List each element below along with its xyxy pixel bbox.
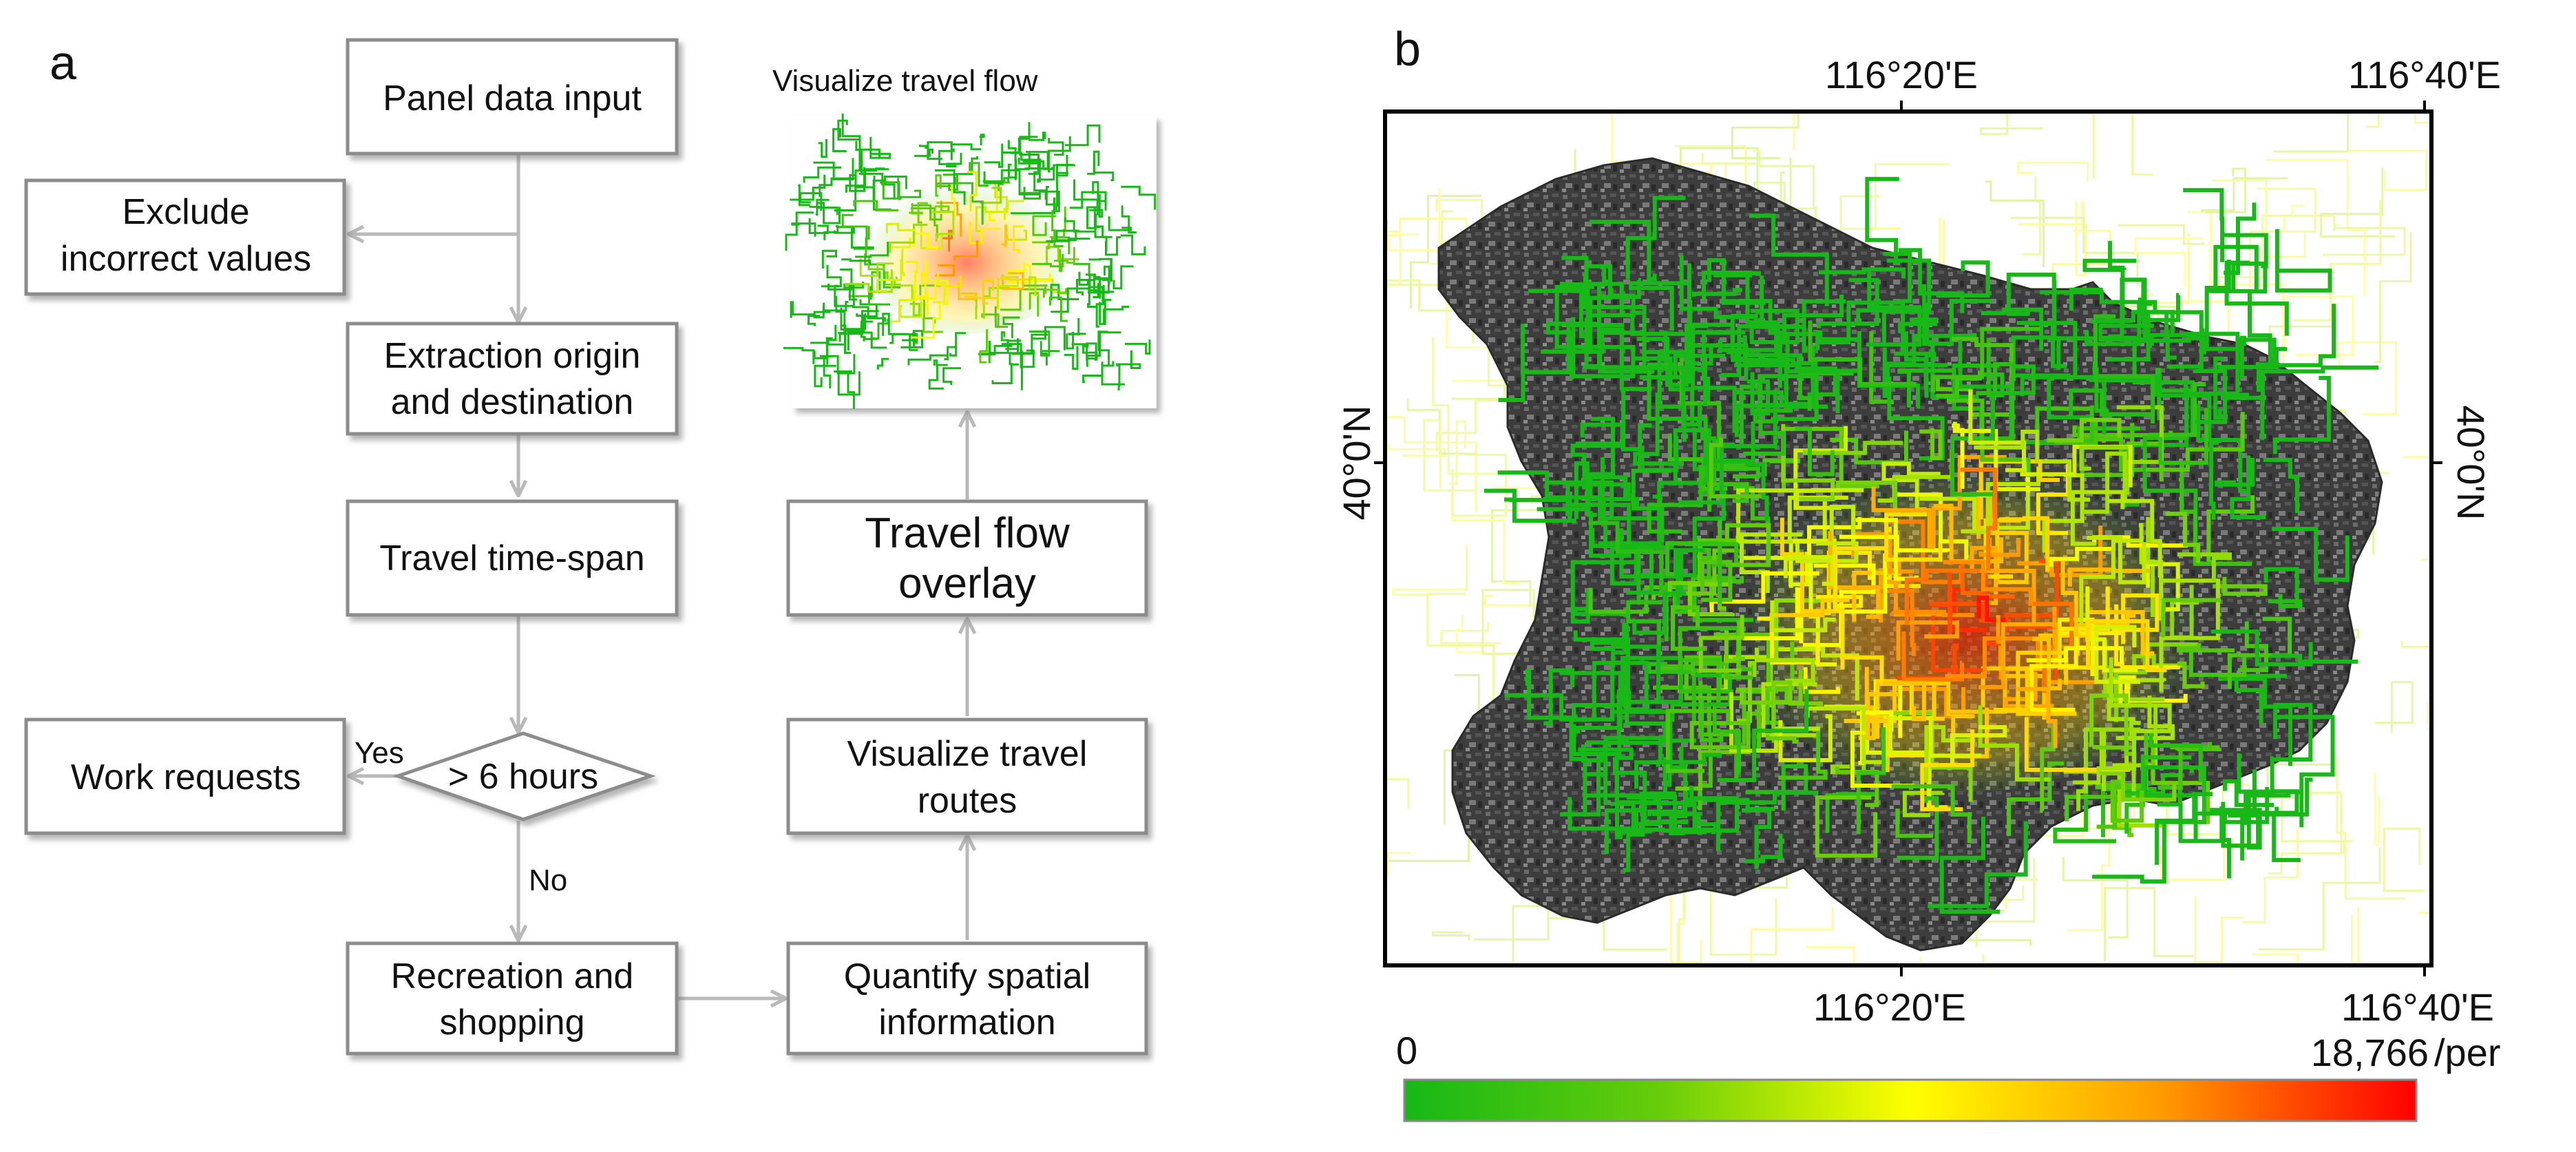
node-decision-six-hours: > 6 hours: [392, 731, 656, 821]
node-extraction-origin-destination: Extraction origin and destination: [346, 322, 679, 436]
node-visualize-travel-routes: Visualize travel routes: [786, 718, 1148, 835]
node-overlay-label-2: overlay: [898, 560, 1036, 607]
node-work-label: Work requests: [71, 757, 301, 797]
node-travel-flow-overlay: Travel flow overlay: [786, 499, 1148, 617]
node-panel-data-input: Panel data input: [346, 38, 679, 156]
edge-label-yes: Yes: [355, 736, 404, 770]
node-travel-time-span: Travel time-span: [346, 499, 679, 617]
node-panel-data-input-label: Panel data input: [383, 78, 642, 118]
node-exclude-label-2: incorrect values: [61, 239, 311, 279]
flow-colorbar: 0 18,766 /per: [1396, 1029, 2501, 1122]
node-quantify-spatial-information: Quantify spatial information: [786, 941, 1148, 1056]
node-overlay-label-1: Travel flow: [865, 510, 1070, 557]
node-routes-label-1: Visualize travel: [847, 734, 1088, 774]
flowchart-connectors: [350, 155, 967, 998]
node-routes-label-2: routes: [918, 781, 1017, 821]
bottom-tick-label-2: 116°40'E: [2341, 985, 2494, 1029]
node-extract-label-2: and destination: [391, 382, 634, 422]
colorbar-unit-label: /per: [2434, 1031, 2501, 1074]
top-tick-label-2: 116°40'E: [2348, 53, 2501, 96]
node-timespan-label: Travel time-span: [379, 538, 644, 578]
node-recreation-label-2: shopping: [439, 1003, 584, 1043]
node-recreation-label-1: Recreation and: [391, 956, 634, 996]
node-work-requests: Work requests: [24, 718, 346, 835]
node-recreation-shopping: Recreation and shopping: [346, 941, 679, 1056]
node-quantify-label-2: information: [878, 1003, 1055, 1043]
panel-label-a: a: [50, 36, 76, 90]
node-decision-label: > 6 hours: [448, 757, 598, 797]
left-tick-label: 40°0'N: [1335, 406, 1378, 521]
node-extract-label-1: Extraction origin: [384, 336, 641, 376]
right-tick-label: 40°0'N: [2449, 406, 2493, 521]
thumbnail-title: Visualize travel flow: [772, 64, 1038, 98]
top-tick-label-1: 116°20'E: [1825, 53, 1978, 96]
bottom-tick-label-1: 116°20'E: [1813, 985, 1966, 1029]
edge-label-no: No: [529, 863, 567, 897]
node-exclude-label-1: Exclude: [123, 192, 250, 232]
node-quantify-label-1: Quantify spatial: [844, 956, 1090, 996]
travel-flow-map: [1374, 101, 2442, 976]
travel-flow-thumbnail: [783, 113, 1157, 409]
colorbar-min-label: 0: [1396, 1029, 1417, 1072]
node-exclude-incorrect-values: Exclude incorrect values: [24, 178, 346, 296]
panel-label-b: b: [1394, 22, 1421, 76]
colorbar-max-label: 18,766: [2311, 1031, 2429, 1074]
